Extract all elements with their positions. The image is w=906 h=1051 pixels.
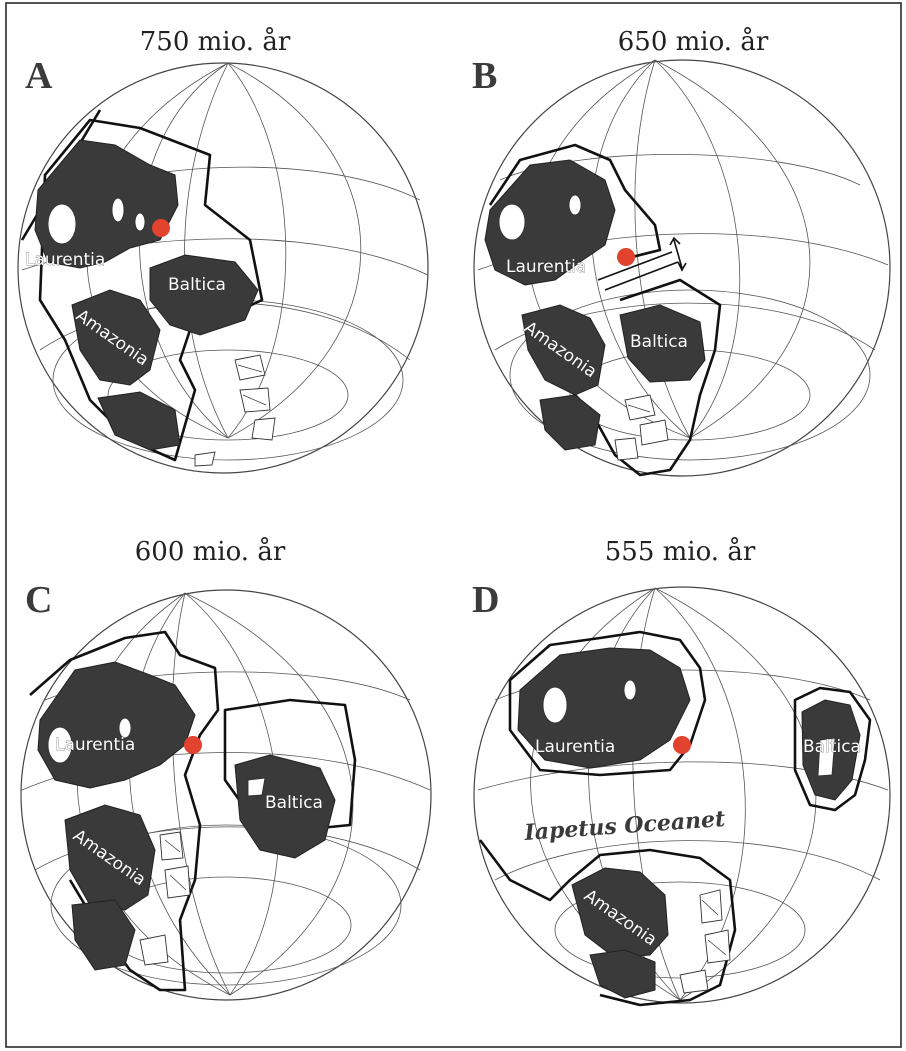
label-baltica: Baltica [265, 793, 323, 813]
label-baltica: Baltica [630, 332, 688, 352]
continent-amazonia [64, 804, 156, 911]
panel-c: 600 mio. år C [20, 536, 432, 1001]
meridian-line [632, 587, 681, 1001]
figure-frame [5, 2, 902, 1048]
continent-laurentia [37, 661, 196, 789]
plate-boundary [508, 630, 707, 777]
location-marker [617, 248, 635, 266]
label-laurentia: Laurentia [55, 735, 135, 755]
location-marker [152, 219, 170, 237]
meridian-line [139, 62, 229, 439]
rift-line [604, 261, 679, 291]
panel-c-globe: Laurentia Baltica Amazonia [20, 589, 432, 1001]
meridian-line [654, 59, 811, 439]
meridian-line [654, 587, 817, 1001]
plate-boundary [564, 278, 722, 477]
plate-boundary [478, 839, 737, 1007]
globe-outline [473, 586, 891, 1004]
plate-boundary [223, 698, 357, 832]
meridian-line [590, 59, 691, 439]
location-marker [184, 736, 202, 754]
panel-b: 650 mio. år B [472, 26, 891, 477]
meridian-line [227, 62, 287, 439]
panel-d-globe: Laurentia Baltica Amazonia Iapetus Ocean… [473, 586, 891, 1007]
meridian-line [634, 59, 691, 439]
label-baltica: Baltica [803, 737, 861, 757]
spreading-arrow [669, 236, 687, 272]
parallel-line [509, 289, 871, 461]
globe-outline [20, 589, 432, 1001]
continent-amazonia [571, 867, 669, 959]
continent-laurentia [484, 159, 616, 286]
meridian-line [171, 592, 231, 996]
panel-c-letter: C [25, 579, 52, 621]
continent-south-block [97, 391, 181, 451]
globe-outline [473, 59, 891, 477]
panel-a: 750 mio. år A [17, 26, 429, 474]
plate-boundary [793, 686, 872, 812]
meridian-line [227, 62, 362, 439]
parallel-line [494, 840, 881, 881]
continent-amazonia [71, 289, 161, 386]
panel-d-age: 555 mio. år [605, 536, 756, 567]
label-laurentia: Laurentia [25, 250, 105, 270]
continent-baltica [619, 304, 706, 383]
panel-c-age: 600 mio. år [135, 536, 286, 567]
panel-a-age: 750 mio. år [140, 26, 291, 57]
meridian-line [184, 62, 229, 439]
plate-boundary [488, 143, 662, 262]
continent-south-block [589, 949, 656, 999]
meridian-line [128, 592, 231, 996]
label-iapetus-ocean: Iapetus Oceanet [523, 806, 726, 846]
parallel-line [107, 349, 349, 441]
continent-laurentia [517, 647, 691, 769]
label-laurentia: Laurentia [535, 737, 615, 757]
panel-a-letter: A [25, 55, 53, 97]
parallel-line [554, 881, 806, 979]
panel-b-globe: Laurentia Baltica Amazonia [473, 59, 891, 477]
islet-cluster [47, 197, 276, 467]
globe-outline [17, 62, 429, 474]
continent-south-block [71, 899, 136, 971]
label-baltica: Baltica [168, 275, 226, 295]
islet-cluster [542, 679, 836, 994]
continent-south-block [539, 394, 601, 451]
islet-cluster [47, 717, 266, 966]
continent-baltica [149, 254, 259, 336]
meridian-line [654, 59, 741, 439]
parallel-line [50, 824, 402, 986]
location-marker [673, 736, 691, 754]
panel-a-globe: Laurentia Baltica Amazonia [17, 62, 429, 474]
plate-boundary [29, 630, 220, 992]
panel-b-letter: B [472, 55, 497, 97]
islet-cluster [498, 194, 669, 461]
panel-d-letter: D [472, 579, 499, 621]
panel-d: 555 mio. år D [472, 536, 891, 1007]
rift-line [597, 251, 673, 281]
panel-b-age: 650 mio. år [618, 26, 769, 57]
label-laurentia: Laurentia [506, 257, 586, 277]
continent-amazonia [521, 304, 606, 396]
